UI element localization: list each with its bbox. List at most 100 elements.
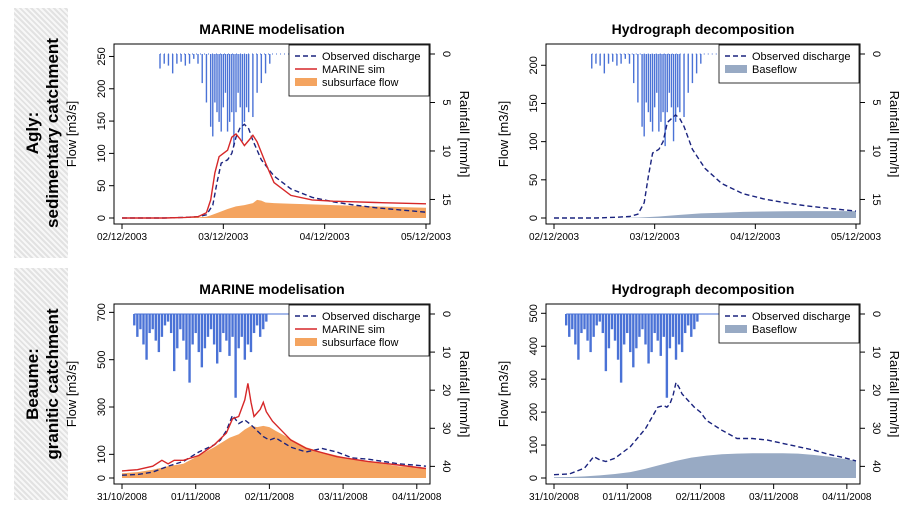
panel-1-y2tick-label-1: 5 bbox=[440, 99, 452, 105]
panel-3-y2tick-label-4: 40 bbox=[440, 460, 452, 472]
panel-1-y2label: Rainfall [mm/h] bbox=[457, 91, 472, 178]
panel-3-legend-swatch-2 bbox=[295, 338, 317, 346]
panel-2-y2tick-label-1: 5 bbox=[870, 99, 882, 105]
panel-1-legend-label-1: MARINE sim bbox=[322, 64, 385, 76]
panel-2-xtick-label-2: 04/12/2003 bbox=[730, 232, 780, 243]
panel-4-xtick-label-2: 02/11/2008 bbox=[676, 492, 726, 503]
panel-2-ytick-label-1: 50 bbox=[528, 174, 540, 186]
panel-1-y2tick-label-2: 10 bbox=[440, 145, 452, 157]
panel-1-legend-box bbox=[288, 44, 430, 97]
panel-1-ytick-label-3: 150 bbox=[96, 112, 108, 130]
panel-1-series-0-line bbox=[122, 123, 427, 219]
panel-4-title: Hydrograph decomposition bbox=[612, 281, 795, 297]
panel-4-xtick-label-0: 31/10/2008 bbox=[529, 492, 579, 503]
panel-4-y2tick-label-3: 30 bbox=[870, 422, 882, 434]
panel-3-legend-label-1: MARINE sim bbox=[322, 324, 385, 336]
panel-2-series-0-line bbox=[554, 113, 857, 219]
panel-4-xtick-label-4: 04/11/2008 bbox=[822, 492, 872, 503]
row-label-agly-line1: Agly: bbox=[23, 112, 42, 155]
panel-2-legend-label-0: Observed discharge bbox=[752, 51, 850, 63]
panel-4-y2tick-label-2: 20 bbox=[870, 384, 882, 396]
panel-1-ytick-label-1: 50 bbox=[96, 180, 108, 192]
row-label-agly-line2: sedimentary catchment bbox=[43, 38, 62, 228]
panel-2-ytick-label-3: 150 bbox=[528, 94, 540, 112]
panel-3-ytick-label-1: 100 bbox=[96, 445, 108, 463]
panel-1-y2tick-label-3: 15 bbox=[440, 193, 452, 205]
panel-1-ytick-label-0: 0 bbox=[96, 215, 108, 221]
panel-4-y2tick-label-0: 0 bbox=[870, 311, 882, 317]
panel-3-legend-label-2: subsurface flow bbox=[322, 337, 398, 349]
panel-4-ytick-label-5: 500 bbox=[528, 304, 540, 322]
panel-1-ytick-label-4: 200 bbox=[96, 80, 108, 98]
panel-2-xtick-label-3: 05/12/2003 bbox=[831, 232, 881, 243]
row-label-beaume: Beaume: granitic catchment bbox=[14, 268, 68, 500]
panel-3-ytick-label-4: 700 bbox=[96, 303, 108, 321]
panel-2-ytick-label-0: 0 bbox=[528, 215, 540, 221]
panel-3-y2tick-label-1: 10 bbox=[440, 346, 452, 358]
panel-2-y2label: Rainfall [mm/h] bbox=[887, 91, 899, 178]
panel-4-y2tick-label-4: 40 bbox=[870, 460, 882, 472]
panel-3-y2label: Rainfall [mm/h] bbox=[457, 351, 472, 438]
panel-4-series-1-area bbox=[554, 453, 856, 478]
panel-3-ylabel: Flow [m3/s] bbox=[64, 361, 79, 427]
panel-4-ylabel: Flow [m3/s] bbox=[496, 361, 511, 427]
panel-4-y2tick-label-1: 10 bbox=[870, 346, 882, 358]
panel-2-y2tick-label-3: 15 bbox=[870, 193, 882, 205]
panel-1-ytick-label-5: 250 bbox=[96, 47, 108, 65]
panel-4-ytick-label-1: 100 bbox=[528, 436, 540, 454]
panel-1: MARINE modelisation Flow [m3/s] Rainfall [… bbox=[64, 21, 472, 243]
panel-2-ytick-label-4: 200 bbox=[528, 56, 540, 74]
panel-3-legend-box bbox=[288, 304, 430, 357]
row-label-beaume-line1: Beaume: bbox=[23, 348, 42, 420]
panel-1-title: MARINE modelisation bbox=[199, 21, 344, 37]
panel-1-y2tick-label-0: 0 bbox=[440, 51, 452, 57]
panel-4-ytick-label-2: 200 bbox=[528, 403, 540, 421]
panel-3-xtick-label-4: 04/11/2008 bbox=[392, 492, 442, 503]
panel-3-series-2-area bbox=[122, 425, 426, 478]
row-label-beaume-line2: granitic catchment bbox=[43, 308, 62, 459]
panel-3-xtick-label-2: 02/11/2008 bbox=[245, 492, 295, 503]
panel-1-xtick-label-0: 02/12/2003 bbox=[97, 232, 147, 243]
row-label-agly: Agly: sedimentary catchment bbox=[14, 8, 68, 258]
panel-2-y2tick-label-0: 0 bbox=[870, 51, 882, 57]
panel-1-series-1-line bbox=[122, 133, 427, 219]
panel-1-series-2-area bbox=[122, 199, 426, 218]
panel-4-legend-swatch-1 bbox=[725, 325, 747, 333]
panel-1-xtick-label-2: 04/12/2003 bbox=[300, 232, 350, 243]
panel-4-frame bbox=[545, 303, 861, 485]
panel-1-ylabel: Flow [m3/s] bbox=[64, 101, 79, 167]
panel-2-series-1-area bbox=[554, 211, 856, 218]
panel-3-y2tick-label-0: 0 bbox=[440, 311, 452, 317]
panel-4-ytick-label-0: 0 bbox=[528, 475, 540, 481]
panel-4-legend-label-0: Observed discharge bbox=[752, 311, 850, 323]
panel-2-title: Hydrograph decomposition bbox=[612, 21, 795, 37]
panel-4-legend-box bbox=[718, 304, 860, 344]
panel-2: Hydrograph decomposition Flow [m3/s] Rainf… bbox=[496, 21, 899, 243]
panel-2-xtick-label-1: 03/12/2003 bbox=[630, 232, 680, 243]
panel-2-legend-swatch-1 bbox=[725, 65, 747, 73]
panel-3: MARINE modelisation Flow [m3/s] Rainfall [… bbox=[64, 281, 472, 503]
panel-3-series-0-line bbox=[121, 413, 427, 476]
panel-4-xtick-label-3: 03/11/2008 bbox=[749, 492, 799, 503]
panel-3-title: MARINE modelisation bbox=[199, 281, 344, 297]
panel-4-y2label: Rainfall [mm/h] bbox=[887, 351, 899, 438]
panel-3-legend-label-0: Observed discharge bbox=[322, 311, 420, 323]
panel-2-ytick-label-2: 100 bbox=[528, 132, 540, 150]
panel-1-xtick-label-3: 05/12/2003 bbox=[401, 232, 451, 243]
panel-2-y2tick-label-2: 10 bbox=[870, 145, 882, 157]
panel-2-ylabel: Flow [m3/s] bbox=[496, 101, 511, 167]
panel-1-xtick-label-1: 03/12/2003 bbox=[198, 232, 248, 243]
panel-3-y2tick-label-2: 20 bbox=[440, 384, 452, 396]
panel-3-xtick-label-3: 03/11/2008 bbox=[318, 492, 368, 503]
panel-4-series-0-line bbox=[553, 380, 857, 476]
panel-2-legend-box bbox=[718, 44, 860, 84]
panel-3-y2tick-label-3: 30 bbox=[440, 422, 452, 434]
panel-2-xtick-label-0: 02/12/2003 bbox=[529, 232, 579, 243]
panel-4-ytick-label-3: 300 bbox=[528, 370, 540, 388]
panel-4-ytick-label-4: 400 bbox=[528, 337, 540, 355]
